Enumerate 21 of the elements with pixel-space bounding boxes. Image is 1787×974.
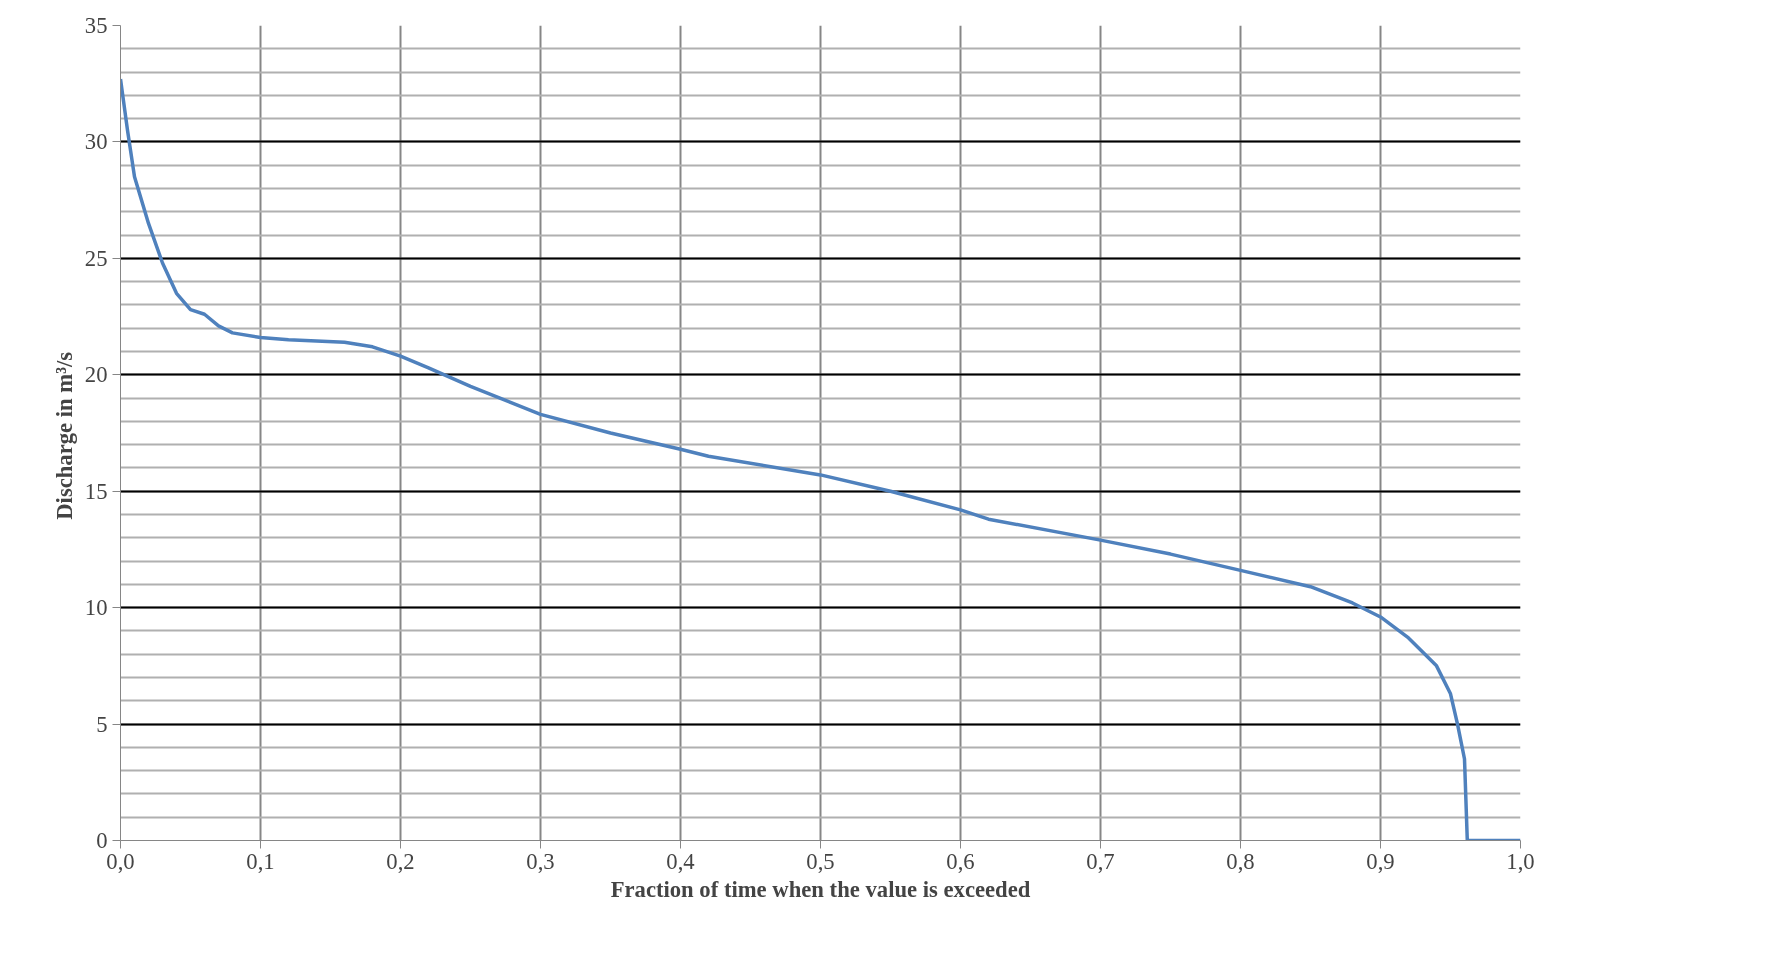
x-tick-label: 1,0 xyxy=(1506,848,1535,874)
x-axis-title: Fraction of time when the value is exceeded xyxy=(610,876,1031,902)
x-tick-label: 0,6 xyxy=(946,848,975,874)
y-tick-label: 30 xyxy=(84,129,108,155)
x-tick-label: 0,4 xyxy=(666,848,695,874)
x-tick-label: 0,1 xyxy=(246,848,275,874)
x-tick-label: 0,8 xyxy=(1226,848,1255,874)
y-tick-label: 20 xyxy=(84,362,108,388)
x-tick-label: 0,7 xyxy=(1086,848,1115,874)
x-tick-label: 0,5 xyxy=(806,848,835,874)
y-tick-label: 10 xyxy=(84,595,108,621)
y-tick-label: 25 xyxy=(84,245,108,271)
y-tick-label: 15 xyxy=(84,478,108,504)
x-tick-label: 0,2 xyxy=(386,848,415,874)
y-axis-title: Discharge in m³/s xyxy=(51,351,77,520)
y-tick-label: 0 xyxy=(96,828,108,853)
x-tick-label: 0,3 xyxy=(526,848,555,874)
x-tick-label: 0,0 xyxy=(106,848,135,874)
y-tick-label: 35 xyxy=(84,13,108,38)
x-tick-label: 0,9 xyxy=(1366,848,1395,874)
y-tick-label: 5 xyxy=(96,711,108,737)
